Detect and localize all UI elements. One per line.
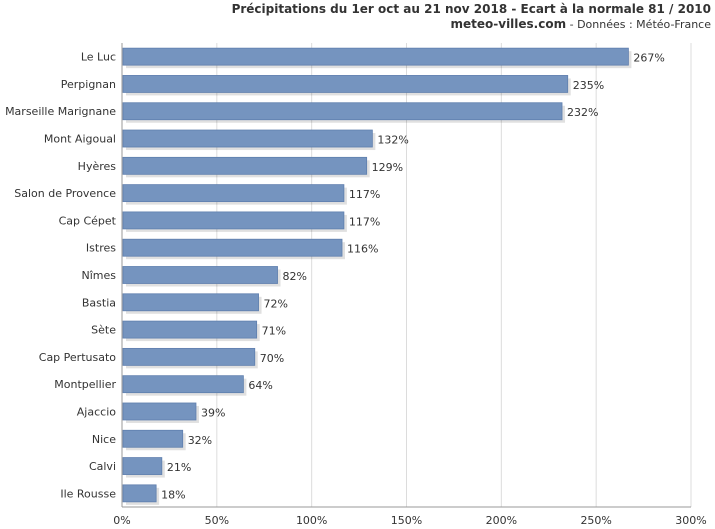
chart-title: Précipitations du 1er oct au 21 nov 2018… (231, 2, 711, 16)
data-label: 116% (347, 243, 378, 256)
bar (122, 347, 256, 366)
category-label: Bastia (82, 296, 116, 309)
category-label: Istres (86, 242, 116, 255)
data-label: 235% (573, 79, 604, 92)
data-label: 232% (567, 106, 598, 119)
data-label: 32% (188, 434, 212, 447)
category-label: Hyères (78, 160, 117, 173)
x-tick-label: 200% (486, 514, 517, 527)
category-label: Montpellier (54, 378, 116, 391)
data-source: - Données : Météo-France (566, 18, 711, 31)
bar (122, 457, 163, 475)
category-label: Calvi (89, 460, 116, 473)
category-label: Perpignan (61, 78, 116, 91)
data-label: 132% (377, 134, 408, 147)
category-label: Mont Aigoual (44, 133, 116, 146)
category-label: Nice (92, 433, 116, 446)
bar (122, 320, 258, 339)
data-label: 18% (161, 488, 185, 501)
data-label: 267% (633, 52, 664, 65)
x-tick-label: 0% (113, 514, 130, 527)
x-tick-label: 150% (391, 514, 422, 527)
x-tick-label: 100% (296, 514, 327, 527)
category-label: Nîmes (82, 269, 117, 282)
site-name: meteo-villes.com (450, 17, 567, 31)
bar (122, 293, 259, 312)
category-label: Cap Pertusato (39, 351, 117, 364)
bar (122, 375, 244, 394)
data-label: 129% (372, 161, 403, 174)
category-label: Salon de Provence (14, 187, 116, 200)
data-label: 64% (248, 379, 272, 392)
bar (122, 238, 343, 257)
category-label: Ajaccio (77, 405, 116, 418)
data-label: 72% (264, 297, 288, 310)
bar (122, 402, 197, 421)
data-label: 117% (349, 188, 380, 201)
x-tick-label: 50% (205, 514, 229, 527)
x-tick-label: 300% (675, 514, 706, 527)
category-label: Sète (91, 324, 116, 337)
bar (122, 75, 569, 93)
data-label: 82% (283, 270, 307, 283)
bar (122, 156, 368, 175)
bar (122, 429, 184, 448)
x-tick-label: 250% (580, 514, 611, 527)
bar (122, 266, 278, 284)
data-label: 21% (167, 461, 191, 474)
data-label: 70% (260, 352, 284, 365)
bar (122, 102, 563, 121)
data-label: 71% (262, 325, 286, 338)
data-label: 117% (349, 215, 380, 228)
chart-header: Précipitations du 1er oct au 21 nov 2018… (232, 2, 711, 32)
chart-subtitle: meteo-villes.com - Données : Météo-Franc… (232, 17, 712, 32)
category-label: Le Luc (81, 51, 116, 64)
category-label: Cap Cépet (59, 214, 117, 227)
category-label: Ile Rousse (60, 487, 116, 500)
bar (122, 211, 345, 230)
category-label: Marseille Marignane (5, 105, 116, 118)
bar (122, 484, 157, 503)
bar (122, 129, 373, 148)
data-label: 39% (201, 406, 225, 419)
bar (122, 184, 345, 203)
bar (122, 47, 629, 66)
